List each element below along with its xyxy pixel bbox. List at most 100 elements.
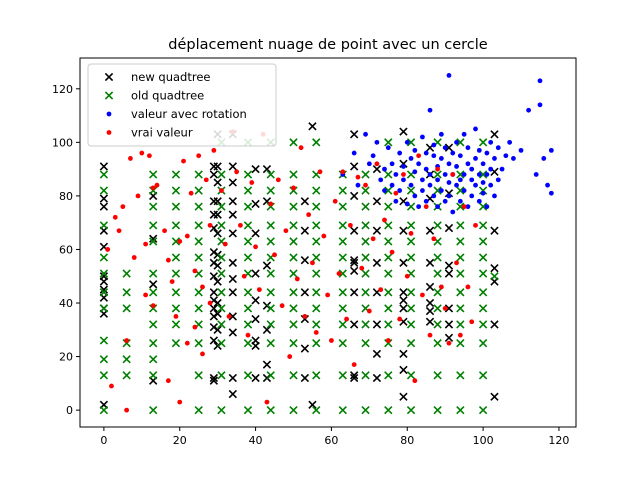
data-point	[355, 182, 361, 188]
data-point	[336, 271, 342, 276]
data-point	[478, 288, 488, 297]
data-point	[478, 253, 488, 262]
data-point	[533, 172, 539, 177]
data-point	[406, 405, 416, 415]
data-point	[484, 204, 490, 210]
data-point	[312, 288, 321, 297]
data-point	[503, 153, 509, 159]
data-point	[228, 288, 237, 297]
data-point	[397, 188, 403, 193]
data-point	[548, 190, 554, 196]
data-point	[349, 266, 359, 276]
data-point	[427, 332, 433, 338]
data-point	[171, 339, 181, 348]
data-point	[209, 288, 219, 297]
data-point	[397, 150, 403, 156]
data-point	[361, 288, 370, 297]
data-point	[384, 221, 393, 230]
data-point	[300, 226, 310, 235]
data-point	[177, 399, 183, 405]
data-point	[488, 139, 494, 145]
data-point	[298, 145, 304, 151]
data-point	[349, 371, 359, 380]
data-point	[99, 304, 109, 313]
data-point	[99, 162, 109, 171]
data-point	[456, 202, 465, 211]
data-point	[194, 186, 203, 195]
data-point	[213, 210, 222, 219]
data-point	[382, 166, 387, 172]
data-point	[433, 371, 442, 380]
data-point	[361, 186, 370, 195]
data-point	[262, 325, 272, 334]
data-point	[456, 371, 465, 380]
data-point	[338, 221, 347, 230]
data-point	[454, 182, 459, 188]
data-point	[425, 298, 435, 308]
data-point	[217, 339, 226, 348]
data-point	[389, 182, 395, 188]
data-point	[349, 226, 359, 235]
data-point	[184, 340, 190, 346]
data-point	[228, 229, 237, 238]
data-point	[338, 253, 347, 262]
data-point	[349, 256, 359, 265]
data-point	[243, 221, 253, 230]
data-point	[209, 373, 219, 383]
data-point	[461, 188, 467, 193]
data-point	[266, 288, 275, 297]
data-point	[450, 209, 456, 215]
data-point	[171, 269, 181, 278]
data-point	[361, 202, 370, 211]
data-point	[366, 161, 372, 167]
data-point	[219, 188, 224, 193]
data-point	[194, 170, 203, 179]
data-point	[99, 186, 109, 195]
data-point	[384, 405, 393, 415]
data-point	[243, 253, 253, 262]
data-point	[171, 186, 181, 195]
data-point	[478, 405, 488, 415]
data-point	[149, 202, 158, 211]
data-point	[135, 193, 141, 199]
data-point	[312, 269, 321, 278]
data-point	[349, 258, 359, 268]
data-point	[194, 288, 203, 297]
data-point	[372, 349, 382, 359]
data-point	[431, 193, 437, 199]
data-point	[425, 282, 435, 292]
data-point	[361, 269, 370, 278]
data-point	[122, 269, 131, 278]
data-point	[312, 202, 321, 211]
data-point	[393, 172, 399, 177]
data-point	[287, 354, 293, 359]
data-point	[99, 336, 109, 345]
data-point	[120, 204, 126, 210]
data-point	[478, 339, 488, 348]
data-point	[289, 320, 298, 329]
data-point	[228, 312, 237, 321]
data-point	[384, 339, 393, 348]
data-point	[181, 158, 186, 164]
data-point	[349, 162, 359, 171]
data-point	[243, 186, 253, 195]
data-point	[384, 253, 393, 262]
data-point	[109, 383, 114, 389]
y-tick-label: 0	[66, 404, 73, 417]
data-point	[289, 371, 298, 380]
data-point	[124, 407, 130, 413]
data-point	[149, 339, 158, 348]
data-point	[241, 273, 247, 279]
data-point	[433, 304, 442, 313]
data-point	[499, 166, 505, 172]
data-point	[338, 339, 347, 348]
data-point	[446, 340, 452, 346]
data-point	[457, 332, 463, 338]
data-point	[213, 178, 222, 187]
data-point	[412, 147, 418, 153]
data-point	[228, 258, 237, 268]
data-point	[99, 221, 109, 230]
data-point	[412, 378, 418, 384]
data-point	[213, 197, 222, 206]
data-point	[243, 371, 253, 380]
